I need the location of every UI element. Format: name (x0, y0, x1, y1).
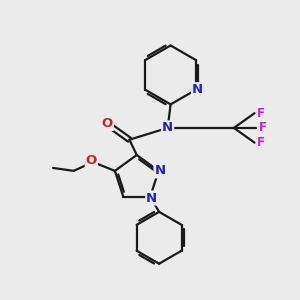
Text: N: N (162, 122, 173, 134)
Text: N: N (154, 164, 166, 177)
Text: O: O (102, 117, 113, 130)
Text: O: O (86, 154, 97, 167)
Text: F: F (259, 122, 266, 134)
Text: F: F (257, 107, 265, 120)
Text: F: F (257, 136, 265, 149)
Text: N: N (146, 191, 157, 205)
Text: N: N (192, 83, 203, 96)
